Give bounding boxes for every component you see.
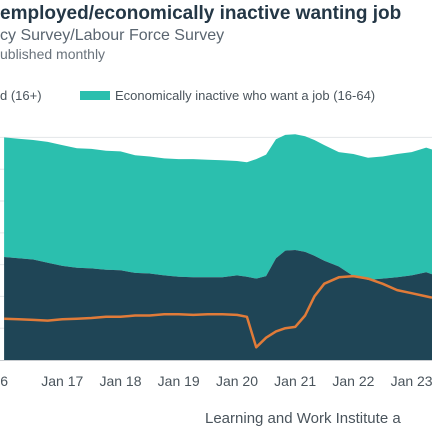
x-tick-label: Jan 17 (41, 373, 83, 389)
x-tick-label: Jan 20 (216, 373, 258, 389)
x-tick-label: Jan 22 (332, 373, 374, 389)
x-tick-label: Jan 18 (99, 373, 141, 389)
area-inactive-want-job (4, 134, 432, 280)
legend-label-inactive: Economically inactive who want a job (16… (115, 88, 376, 103)
x-tick-label: Jan 23 (391, 373, 432, 389)
x-tick-label: Jan 19 (158, 373, 200, 389)
legend-label-unemployed: d (16+) (0, 88, 42, 103)
chart-subtitle-frequency: ublished monthly (0, 46, 106, 62)
series-line (4, 274, 432, 349)
chart-subtitle: cy Survey/Labour Force Survey (0, 27, 225, 44)
x-tick-label: 6 (0, 373, 8, 389)
source-credit: Learning and Work Institute a (205, 410, 401, 427)
area-unemployed (4, 250, 432, 360)
chart-title: employed/economically inactive wanting j… (0, 3, 402, 24)
x-tick-label: Jan 21 (274, 373, 316, 389)
legend-swatch-inactive (80, 91, 110, 100)
